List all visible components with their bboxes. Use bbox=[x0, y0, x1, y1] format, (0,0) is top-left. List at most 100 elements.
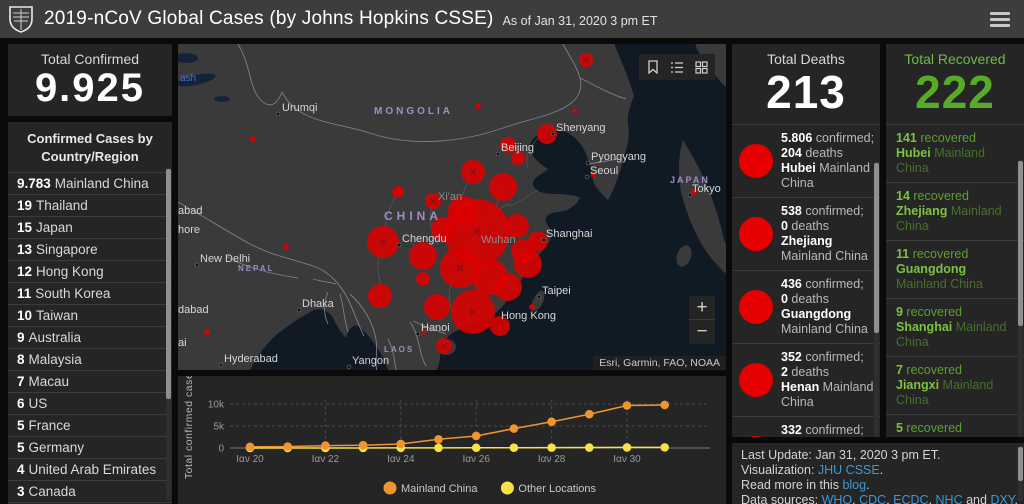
deaths-region-row[interactable]: 538 confirmed; 0 deaths Zhejiang Mainland … bbox=[732, 196, 880, 270]
map-zoom-control: + − bbox=[689, 296, 715, 344]
map-edge-label: ash bbox=[180, 73, 196, 84]
total-confirmed-value: 9.925 bbox=[34, 66, 146, 110]
case-cluster-marker[interactable] bbox=[511, 151, 525, 165]
city-label: Taipei bbox=[542, 285, 571, 297]
case-cluster-marker[interactable] bbox=[416, 272, 430, 286]
country-label: JAPAN bbox=[670, 175, 710, 185]
data-point bbox=[396, 439, 406, 449]
case-markers[interactable] bbox=[204, 53, 697, 354]
case-cluster-marker[interactable] bbox=[475, 103, 481, 109]
info-text: Last Update: Jan 31, 2020 3 pm ET. bbox=[741, 448, 941, 462]
recovered-region-row[interactable]: 5 recoveredBeijing Mainland China bbox=[886, 413, 1024, 437]
confirmed-country-row[interactable]: 13 Singapore bbox=[8, 238, 172, 260]
bookmark-icon[interactable] bbox=[641, 56, 665, 78]
data-point bbox=[547, 417, 556, 427]
info-text: and bbox=[962, 493, 991, 504]
confirmed-country-row[interactable]: 8 Malaysia bbox=[8, 348, 172, 370]
case-cluster-marker[interactable] bbox=[250, 136, 256, 142]
scrollbar-thumb[interactable] bbox=[1018, 447, 1023, 481]
layer-list-icon[interactable] bbox=[665, 56, 689, 78]
map-edge-label: ai bbox=[178, 337, 187, 349]
confirmed-country-row[interactable]: 10 Taiwan bbox=[8, 304, 172, 326]
menu-hamburger-icon[interactable] bbox=[990, 9, 1010, 30]
data-point bbox=[622, 401, 632, 410]
confirmed-country-row[interactable]: 4 United Arab Emirates bbox=[8, 458, 172, 480]
red-case-dot-icon bbox=[739, 362, 773, 397]
info-text: Visualization: bbox=[741, 463, 818, 477]
zoom-in-button[interactable]: + bbox=[689, 296, 715, 320]
confirmed-country-row[interactable]: 9.783 Mainland China bbox=[8, 172, 172, 194]
recovered-region-row[interactable]: 14 recovered Zhejiang Mainland China bbox=[886, 181, 1024, 240]
confirmed-country-row[interactable]: 9 Australia bbox=[8, 326, 172, 348]
info-link[interactable]: DXY bbox=[990, 493, 1015, 504]
world-map[interactable]: Urumqi Shenyang Beijing Pyongyang Seoul Tokyo… bbox=[178, 44, 726, 370]
case-cluster-marker[interactable] bbox=[691, 189, 697, 195]
total-recovered-label: Total Recovered bbox=[904, 51, 1006, 67]
deaths-region-row[interactable]: 352 confirmed; 2 deaths Henan Mainland Chi… bbox=[732, 342, 880, 416]
map-canvas[interactable]: Urumqi Shenyang Beijing Pyongyang Seoul Tokyo… bbox=[178, 44, 726, 370]
case-cluster-marker[interactable] bbox=[283, 244, 289, 250]
total-recovered-value: 222 bbox=[915, 66, 995, 118]
scrollbar-thumb[interactable] bbox=[166, 169, 171, 399]
confirmed-country-row[interactable]: 12 Hong Kong bbox=[8, 260, 172, 282]
confirmed-country-row[interactable]: 2Italy bbox=[8, 502, 172, 504]
data-point bbox=[321, 441, 330, 450]
recovered-region-row[interactable]: 141 recovered Hubei Mainland China bbox=[886, 123, 1024, 182]
case-cluster-marker[interactable] bbox=[490, 316, 510, 336]
confirmed-by-country-panel: Confirmed Cases by Country/Region 9.783 M… bbox=[8, 122, 172, 504]
confirmed-country-row[interactable]: 6 US bbox=[8, 392, 172, 414]
city-label: Seoul bbox=[590, 165, 618, 177]
city-label: Wuhan bbox=[481, 234, 516, 246]
confirmed-country-row[interactable]: 7 Macau bbox=[8, 370, 172, 392]
case-cluster-marker[interactable] bbox=[537, 124, 557, 144]
info-link[interactable]: WHO bbox=[821, 493, 853, 504]
case-cluster-marker[interactable] bbox=[494, 273, 522, 301]
map-attribution: Esri, Garmin, FAO, NOAA bbox=[593, 356, 726, 370]
case-cluster-marker[interactable] bbox=[409, 242, 437, 270]
info-link[interactable]: CDC bbox=[859, 493, 887, 504]
info-text: , bbox=[928, 493, 936, 504]
country-label: CHINA bbox=[384, 209, 442, 223]
case-cluster-marker[interactable] bbox=[500, 137, 516, 153]
zoom-out-button[interactable]: − bbox=[696, 321, 708, 342]
country-label: NEPAL bbox=[238, 264, 275, 273]
scrollbar-thumb[interactable] bbox=[874, 163, 879, 333]
deaths-region-row[interactable]: 5.806 confirmed; 204 deaths Hubei Mainland… bbox=[732, 123, 880, 197]
case-cluster-marker[interactable] bbox=[489, 173, 517, 201]
case-cluster-marker[interactable] bbox=[392, 186, 404, 198]
case-cluster-marker[interactable] bbox=[505, 214, 529, 238]
case-cluster-marker[interactable] bbox=[424, 294, 450, 320]
confirmed-country-row[interactable]: 19 Thailand bbox=[8, 194, 172, 216]
map-country-borders bbox=[178, 44, 627, 370]
deaths-region-row[interactable]: 436 confirmed; 0 deaths Guangdong Mainland… bbox=[732, 269, 880, 343]
timeline-chart-panel: 0 5k 10k Ιαν 20 Ιαν 22 Ιαν 24 Ιαν 26 Ιαν 28 Ιαν … bbox=[178, 376, 726, 504]
confirmed-country-row[interactable]: 15 Japan bbox=[8, 216, 172, 238]
recovered-region-row[interactable]: 11 recovered Guangdong Mainland China bbox=[886, 239, 1024, 298]
case-cluster-marker[interactable] bbox=[529, 304, 535, 310]
case-cluster-marker[interactable] bbox=[572, 108, 578, 114]
page-subtitle: As of Jan 31, 2020 3 pm ET bbox=[502, 14, 658, 28]
deaths-region-row[interactable]: 332 confirmed;0 deathsHunan Mainland Chi… bbox=[732, 415, 880, 437]
case-cluster-marker[interactable] bbox=[590, 172, 596, 178]
city-label: Beijing bbox=[501, 142, 534, 154]
recovered-region-row[interactable]: 7 recovered Jiangxi Mainland China bbox=[886, 355, 1024, 414]
info-link[interactable]: ECDC bbox=[893, 493, 929, 504]
confirmed-country-row[interactable]: 11 South Korea bbox=[8, 282, 172, 304]
confirmed-country-row[interactable]: 3 Canada bbox=[8, 480, 172, 502]
case-cluster-marker[interactable] bbox=[368, 284, 392, 308]
scrollbar-thumb[interactable] bbox=[1018, 161, 1023, 326]
legend-item-label: Mainland China bbox=[401, 483, 478, 495]
info-link[interactable]: blog bbox=[842, 478, 867, 492]
case-cluster-marker[interactable] bbox=[421, 329, 427, 335]
recovered-region-row[interactable]: 9 recovered Shanghai Mainland China bbox=[886, 297, 1024, 356]
data-point bbox=[434, 443, 443, 453]
case-cluster-marker[interactable] bbox=[204, 329, 210, 335]
case-cluster-marker[interactable] bbox=[514, 250, 542, 278]
recovered-list: 141 recovered Hubei Mainland China 14 reco… bbox=[886, 123, 1024, 437]
info-link[interactable]: JHU CSSE bbox=[817, 463, 880, 477]
info-link[interactable]: NHC bbox=[935, 493, 963, 504]
city-label: Shanghai bbox=[546, 228, 593, 240]
confirmed-country-row[interactable]: 5 France bbox=[8, 414, 172, 436]
confirmed-country-row[interactable]: 5 Germany bbox=[8, 436, 172, 458]
basemap-gallery-icon[interactable] bbox=[689, 56, 713, 78]
